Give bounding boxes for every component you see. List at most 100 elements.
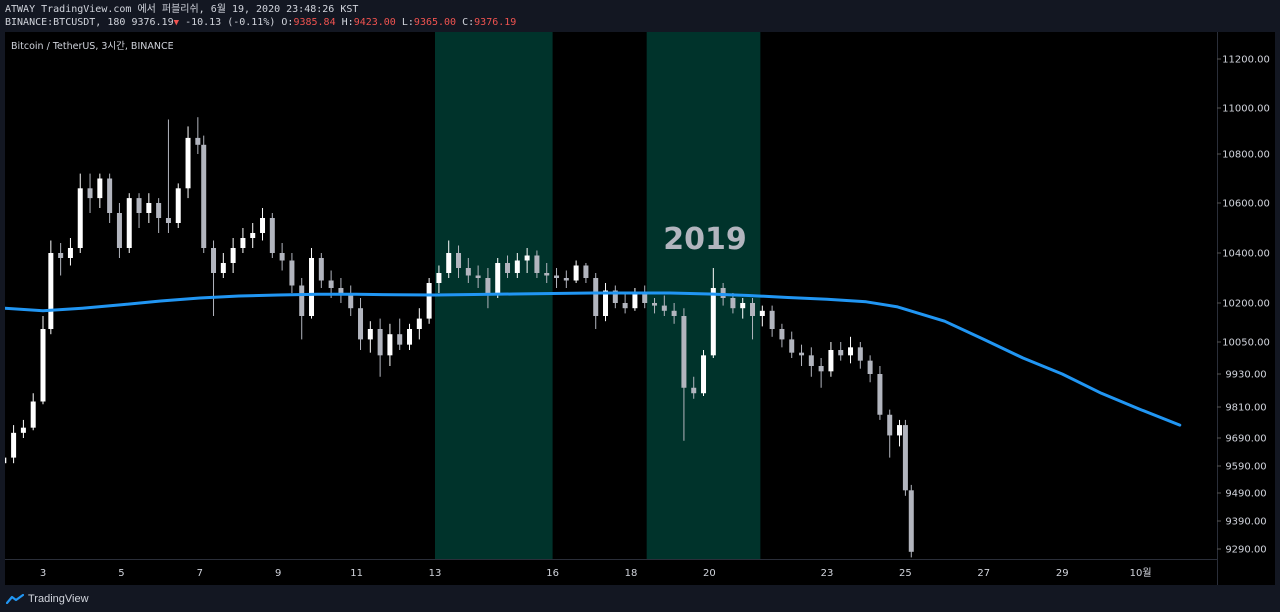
- candle: [426, 278, 432, 324]
- candle: [289, 253, 295, 293]
- candle: [603, 283, 609, 322]
- candle-body: [367, 329, 373, 340]
- candle-body: [563, 278, 569, 281]
- price-tick-label: 9810.00: [1225, 403, 1266, 414]
- candle-body: [377, 329, 383, 356]
- candle-body: [116, 213, 122, 248]
- candle-body: [808, 355, 814, 366]
- candle: [652, 298, 658, 314]
- symbol-label: BINANCE:BTCUSDT, 180: [5, 17, 126, 28]
- candle-body: [710, 288, 716, 356]
- candle-body: [67, 248, 73, 258]
- price-axis-ticks: 11200.00 11000.00 10800.00 10600.00 10400.00…: [1217, 55, 1270, 556]
- candle: [828, 342, 834, 377]
- time-tick-label: 9: [275, 568, 281, 579]
- candle-body: [828, 350, 834, 372]
- chart-area[interactable]: 2019 Bitcoin / TetherUS, 3시간, BINANCE 11…: [1, 32, 1275, 585]
- candle-body: [201, 144, 207, 248]
- candle-body: [211, 248, 217, 273]
- candle-body: [573, 265, 579, 281]
- candle: [475, 265, 481, 288]
- candle: [211, 240, 217, 316]
- candle-body: [165, 218, 171, 223]
- candle-body: [436, 273, 442, 283]
- candle-body: [230, 248, 236, 263]
- candle: [165, 119, 171, 233]
- time-tick-label: 16: [546, 568, 559, 579]
- price-chart[interactable]: 2019 Bitcoin / TetherUS, 3시간, BINANCE 11…: [1, 32, 1275, 585]
- price-tick-label: 10800.00: [1222, 150, 1270, 161]
- candle: [524, 248, 530, 273]
- candle: [877, 366, 883, 420]
- candle-body: [544, 273, 550, 276]
- close-label: C:: [462, 17, 475, 28]
- candle: [318, 253, 324, 288]
- candle: [799, 344, 805, 366]
- candle: [908, 484, 914, 558]
- ohlc-legend: BINANCE:BTCUSDT, 180 9376.19▼ -10.13 (-0…: [5, 17, 516, 29]
- candle: [397, 318, 403, 350]
- candle-body: [848, 347, 854, 356]
- candle-body: [58, 253, 64, 258]
- time-tick-label: 3: [40, 568, 46, 579]
- candle-body: [902, 425, 908, 491]
- candle-body: [838, 350, 844, 356]
- price-tick-label: 11200.00: [1222, 55, 1270, 66]
- candle: [593, 273, 599, 329]
- candle-body: [622, 303, 628, 309]
- price-tick-label: 9690.00: [1225, 434, 1266, 445]
- candle: [554, 268, 560, 288]
- candle: [107, 173, 113, 223]
- candle-body: [309, 258, 315, 316]
- price-tick-label: 9390.00: [1225, 517, 1266, 528]
- candle: [887, 409, 893, 458]
- price-axis[interactable]: [1217, 32, 1275, 585]
- candle: [505, 255, 511, 278]
- candle-body: [318, 258, 324, 281]
- candle: [156, 198, 162, 233]
- high-value: 9423.00: [353, 17, 396, 28]
- candle-body: [769, 310, 775, 329]
- chart-title: Bitcoin / TetherUS, 3시간, BINANCE: [11, 41, 174, 52]
- candle-body: [11, 432, 17, 458]
- candle-body: [671, 310, 677, 316]
- candle: [838, 342, 844, 361]
- candle: [48, 240, 54, 335]
- candle: [642, 285, 648, 309]
- candle: [175, 183, 181, 228]
- candle-body: [908, 490, 914, 552]
- candle: [740, 298, 746, 319]
- candle: [116, 203, 122, 258]
- time-axis-ticks[interactable]: 3 5 7 9 11 13 16 18 20 23 25 27 29 10월: [40, 567, 1152, 579]
- candle: [185, 126, 191, 199]
- candle: [299, 278, 305, 340]
- candle-body: [20, 427, 26, 433]
- candle-body: [603, 290, 609, 316]
- candle-body: [30, 401, 36, 428]
- price-tick-label: 10400.00: [1222, 249, 1270, 260]
- candle-body: [195, 137, 201, 145]
- candle-body: [554, 275, 560, 278]
- candle-body: [136, 198, 142, 213]
- candle-body: [338, 288, 344, 296]
- candle: [612, 285, 618, 309]
- high-label: H:: [341, 17, 354, 28]
- candle-body: [97, 178, 103, 199]
- candle-body: [407, 329, 413, 345]
- candle: [40, 316, 46, 405]
- candle-body: [269, 218, 275, 253]
- candle: [30, 393, 36, 431]
- plot-background: [5, 32, 1217, 585]
- candle: [446, 240, 452, 278]
- candle: [260, 208, 266, 241]
- candle-body: [681, 316, 687, 388]
- candle-body: [299, 285, 305, 316]
- candle-body: [534, 255, 540, 273]
- candle-body: [156, 203, 162, 218]
- candle: [77, 173, 83, 253]
- tradingview-brand[interactable]: TradingView: [6, 592, 89, 606]
- candle: [485, 268, 491, 309]
- time-tick-label: 20: [703, 568, 716, 579]
- candle-body: [720, 288, 726, 298]
- price-tick-label: 9930.00: [1225, 370, 1266, 381]
